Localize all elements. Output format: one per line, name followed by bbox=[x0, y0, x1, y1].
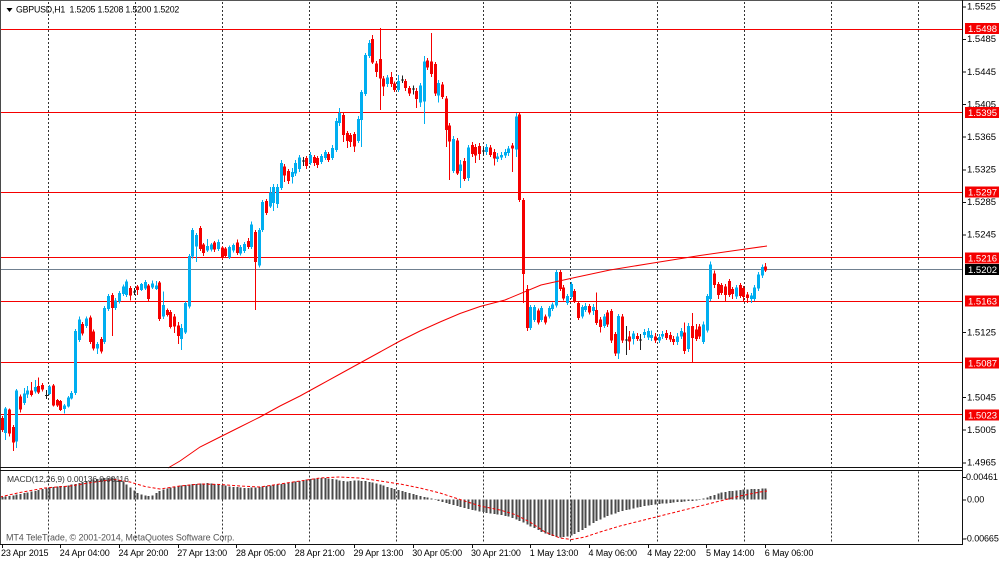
svg-text:1.5163: 1.5163 bbox=[968, 297, 997, 308]
svg-text:6 May 06:00: 6 May 06:00 bbox=[765, 548, 814, 558]
svg-text:1.5325: 1.5325 bbox=[967, 165, 996, 176]
svg-text:28 Apr 21:00: 28 Apr 21:00 bbox=[295, 548, 345, 558]
svg-text:1.5023: 1.5023 bbox=[968, 411, 997, 422]
svg-text:1.5285: 1.5285 bbox=[967, 197, 996, 208]
svg-text:-0.00665: -0.00665 bbox=[964, 534, 999, 544]
svg-text:29 Apr 13:00: 29 Apr 13:00 bbox=[354, 548, 404, 558]
svg-text:30 Apr 21:00: 30 Apr 21:00 bbox=[471, 548, 521, 558]
svg-text:GBPUSD,H1 1.5205 1.5208 1.520: GBPUSD,H1 1.5205 1.5208 1.5200 1.5202 bbox=[16, 5, 179, 15]
svg-text:1.5202: 1.5202 bbox=[968, 265, 997, 276]
svg-text:1.5485: 1.5485 bbox=[967, 34, 996, 45]
svg-text:1.5045: 1.5045 bbox=[967, 392, 996, 403]
svg-text:23 Apr 2015: 23 Apr 2015 bbox=[1, 548, 49, 558]
svg-text:1.5365: 1.5365 bbox=[967, 132, 996, 143]
svg-text:1.5005: 1.5005 bbox=[967, 425, 996, 436]
svg-text:1.5216: 1.5216 bbox=[968, 254, 997, 265]
svg-text:4 May 06:00: 4 May 06:00 bbox=[589, 548, 638, 558]
svg-text:MT4 TeleTrade, © 2001-2014, Me: MT4 TeleTrade, © 2001-2014, MetaQuotes S… bbox=[6, 533, 234, 543]
svg-text:27 Apr 13:00: 27 Apr 13:00 bbox=[177, 548, 227, 558]
svg-text:1.5525: 1.5525 bbox=[967, 2, 996, 13]
svg-text:1.5405: 1.5405 bbox=[967, 99, 996, 110]
svg-text:1.5087: 1.5087 bbox=[968, 359, 997, 370]
svg-text:1.5498: 1.5498 bbox=[968, 24, 997, 35]
svg-text:1.5445: 1.5445 bbox=[967, 67, 996, 78]
svg-text:24 Apr 04:00: 24 Apr 04:00 bbox=[60, 548, 110, 558]
svg-text:24 Apr 20:00: 24 Apr 20:00 bbox=[119, 548, 169, 558]
svg-text:0.00461: 0.00461 bbox=[966, 472, 998, 482]
svg-text:5 May 14:00: 5 May 14:00 bbox=[706, 548, 755, 558]
svg-text:30 Apr 05:00: 30 Apr 05:00 bbox=[412, 548, 462, 558]
svg-text:1 May 13:00: 1 May 13:00 bbox=[530, 548, 579, 558]
svg-text:1.5245: 1.5245 bbox=[967, 230, 996, 241]
svg-text:4 May 22:00: 4 May 22:00 bbox=[647, 548, 696, 558]
svg-text:0.00: 0.00 bbox=[967, 495, 984, 505]
svg-text:1.5125: 1.5125 bbox=[967, 327, 996, 338]
svg-text:1.5395: 1.5395 bbox=[968, 108, 997, 119]
svg-text:1.5297: 1.5297 bbox=[968, 188, 997, 199]
svg-text:1.4965: 1.4965 bbox=[967, 458, 996, 469]
svg-text:MACD(12,26,9) 0.00136 0.00116: MACD(12,26,9) 0.00136 0.00116 bbox=[7, 474, 129, 484]
svg-text:28 Apr 05:00: 28 Apr 05:00 bbox=[236, 548, 286, 558]
